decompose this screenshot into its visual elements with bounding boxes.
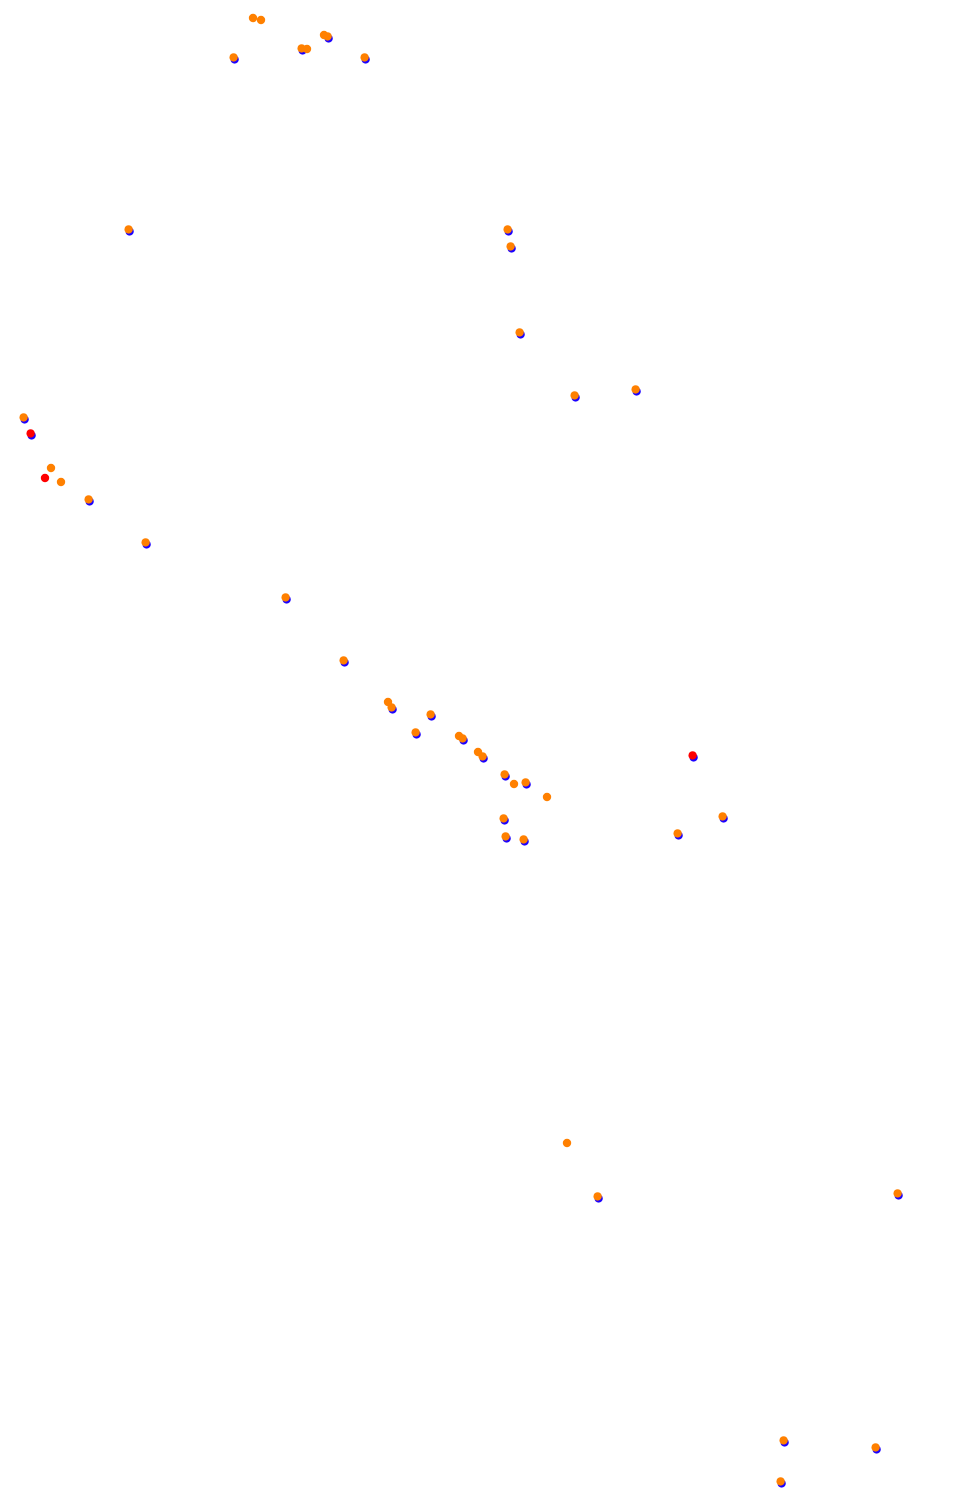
map-marker: [673, 829, 683, 840]
orange-point-marker: [519, 835, 528, 844]
red-point-marker: [26, 429, 35, 438]
map-marker: [776, 1477, 786, 1488]
map-marker: [515, 328, 525, 339]
map-marker: [281, 593, 291, 604]
orange-point-marker: [515, 328, 524, 337]
orange-point-marker: [570, 391, 579, 400]
orange-point-marker: [19, 413, 28, 422]
map-marker: [411, 728, 421, 739]
map-marker: [84, 495, 94, 506]
orange-point-marker: [302, 44, 312, 54]
orange-point-marker: [141, 538, 150, 547]
map-marker: [141, 538, 151, 549]
orange-point-marker: [779, 1436, 788, 1445]
map-marker: [387, 703, 397, 714]
orange-point-marker: [458, 734, 467, 743]
map-marker: [323, 32, 333, 43]
map-marker: [570, 391, 580, 402]
map-marker: [124, 225, 134, 236]
orange-point-marker: [499, 814, 508, 823]
map-marker: [478, 752, 488, 763]
orange-point-marker: [521, 778, 530, 787]
orange-point-marker: [387, 703, 396, 712]
map-marker: [302, 44, 312, 54]
map-marker: [779, 1436, 789, 1447]
map-marker: [688, 751, 698, 762]
orange-point-marker: [360, 53, 369, 62]
map-marker: [229, 53, 239, 64]
orange-point-marker: [631, 385, 640, 394]
map-marker: [248, 13, 258, 23]
map-marker: [26, 429, 36, 440]
map-marker: [458, 734, 468, 745]
orange-point-marker: [503, 225, 512, 234]
orange-point-marker: [281, 593, 290, 602]
orange-point-marker: [56, 477, 66, 487]
orange-point-marker: [339, 656, 348, 665]
orange-point-marker: [248, 13, 258, 23]
orange-point-marker: [506, 242, 515, 251]
map-marker: [519, 835, 529, 846]
orange-point-marker: [478, 752, 487, 761]
map-marker: [339, 656, 349, 667]
map-marker: [360, 53, 370, 64]
map-marker: [506, 242, 516, 253]
map-marker: [509, 779, 519, 789]
orange-point-marker: [776, 1477, 785, 1486]
map-marker: [542, 792, 552, 802]
orange-point-marker: [718, 812, 727, 821]
orange-point-marker: [500, 770, 509, 779]
map-marker: [521, 778, 531, 789]
map-marker: [503, 225, 513, 236]
orange-point-marker: [323, 32, 332, 41]
orange-point-marker: [84, 495, 93, 504]
map-marker: [46, 463, 56, 473]
map-marker: [871, 1443, 881, 1454]
map-marker: [893, 1189, 903, 1200]
orange-point-marker: [411, 728, 420, 737]
orange-point-marker: [46, 463, 56, 473]
orange-point-marker: [124, 225, 133, 234]
map-marker: [56, 477, 66, 487]
orange-point-marker: [871, 1443, 880, 1452]
map-marker: [501, 832, 511, 843]
orange-point-marker: [593, 1192, 602, 1201]
map-marker: [40, 473, 50, 483]
red-point-marker: [40, 473, 50, 483]
orange-point-marker: [426, 710, 435, 719]
map-marker: [631, 385, 641, 396]
map-marker: [500, 770, 510, 781]
red-point-marker: [688, 751, 697, 760]
orange-point-marker: [256, 15, 266, 25]
marker-layer: [19, 13, 903, 1488]
orange-point-marker: [562, 1138, 572, 1148]
map-marker: [593, 1192, 603, 1203]
map-marker: [499, 814, 509, 825]
orange-point-marker: [893, 1189, 902, 1198]
map-marker: [426, 710, 436, 721]
map-marker: [562, 1138, 572, 1148]
orange-point-marker: [542, 792, 552, 802]
map-marker: [256, 15, 266, 25]
map-marker: [19, 413, 29, 424]
orange-point-marker: [673, 829, 682, 838]
map-marker: [718, 812, 728, 823]
orange-point-marker: [501, 832, 510, 841]
orange-point-marker: [229, 53, 238, 62]
orange-point-marker: [509, 779, 519, 789]
